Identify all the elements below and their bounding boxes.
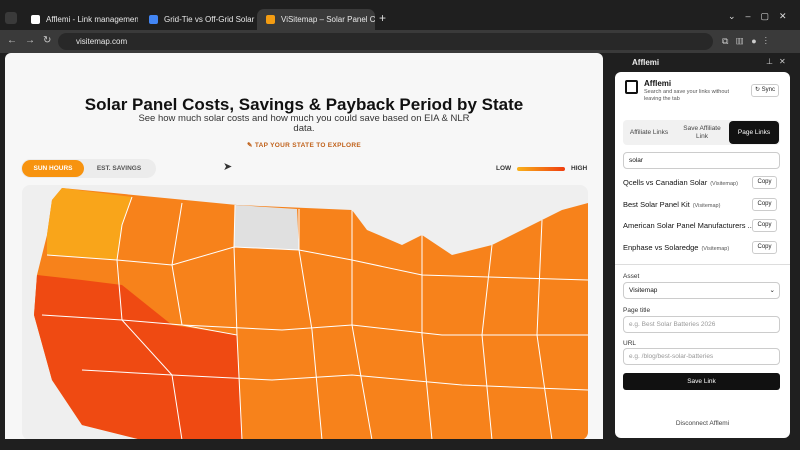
cursor: ➤: [223, 161, 233, 173]
toolbar-icons[interactable]: ⧉▥●⋮: [722, 36, 775, 46]
nav-buttons[interactable]: ←→↻: [7, 35, 60, 46]
new-tab[interactable]: +: [379, 11, 387, 25]
save-button[interactable]: Save Link: [623, 373, 780, 390]
north-dakota[interactable]: [234, 205, 299, 250]
web-page: Solar Panel Costs, Savings & Payback Per…: [5, 53, 603, 439]
link-title: Enphase vs Solaredge: [623, 242, 699, 252]
link-row: Qcells vs Canadian Solar (Visitemap) Copy: [623, 173, 783, 192]
tab-search[interactable]: [5, 12, 17, 24]
page-title: Solar Panel Costs, Savings & Payback Per…: [84, 95, 524, 114]
tab[interactable]: Grid-Tie vs Off-Grid Solar Sy: [140, 9, 256, 30]
copy-button[interactable]: Copy: [752, 197, 777, 211]
side-panel-controls[interactable]: ⊥✕: [766, 57, 792, 66]
toggle: SUN HOURS EST. SAVINGS: [21, 159, 156, 178]
link-row: Enphase vs Solaredge (Visitemap) Copy: [623, 238, 783, 257]
side-panel: Afflemi ⊥✕ Afflemi Search and save your …: [606, 53, 800, 450]
extension-card: Afflemi Search and save your links witho…: [615, 72, 790, 438]
side-panel-header: Afflemi: [632, 58, 660, 67]
window-controls[interactable]: ⌄–▢✕: [728, 11, 797, 21]
tab-active[interactable]: ViSitemap – Solar Panel Co: [257, 9, 375, 30]
asset-label: Asset: [623, 273, 640, 280]
divider: [615, 264, 790, 265]
sync-button[interactable]: ↻ Sync: [751, 84, 779, 97]
tab[interactable]: Afflemi - Link management t: [22, 9, 138, 30]
sync-label: Sync: [761, 87, 776, 93]
legend-low: LOW: [496, 165, 512, 172]
toggle-savings[interactable]: EST. SAVINGS: [96, 165, 142, 172]
link-source: (Visitemap): [692, 202, 721, 209]
url-label: URL: [623, 340, 637, 347]
tab-title: Afflemi - Link management t: [46, 15, 138, 24]
northwest-states[interactable]: [47, 188, 132, 260]
app-description: Search and save your links without leavi…: [644, 89, 729, 102]
cta-text: TAP YOUR STATE TO EXPLORE: [254, 142, 361, 149]
asset-value: Visitemap: [629, 287, 658, 294]
tab-title: Grid-Tie vs Off-Grid Solar Sy: [164, 15, 256, 24]
cta: ✎ TAP YOUR STATE TO EXPLORE: [247, 142, 361, 149]
page-title-input[interactable]: e.g. Best Solar Batteries 2026: [623, 316, 780, 333]
legend-gradient: [517, 167, 565, 171]
app-name: Afflemi: [644, 79, 672, 88]
link-title: American Solar Panel Manufacturers ...: [623, 221, 754, 230]
url: visitemap.com: [76, 37, 128, 46]
copy-button[interactable]: Copy: [752, 176, 777, 189]
search-input[interactable]: solar: [623, 152, 780, 169]
link-source: (Visitemap): [710, 181, 738, 187]
page-subtitle: See how much solar costs and how much yo…: [138, 113, 470, 134]
page-title-label: Page title: [623, 307, 651, 314]
toggle-sun-hours[interactable]: SUN HOURS: [22, 160, 84, 177]
state-borders: [41, 196, 588, 439]
tab-save-affiliate-link[interactable]: Save Affiliate Link: [683, 125, 721, 140]
copy-button[interactable]: Copy: [752, 219, 777, 232]
segmented-tabs: Affiliate Links Save Affiliate Link Page…: [623, 120, 780, 145]
address-bar[interactable]: visitemap.com: [58, 33, 713, 50]
tab-affiliate-links[interactable]: Affiliate Links: [629, 129, 669, 136]
tab-page-links[interactable]: Page Links: [729, 121, 779, 144]
link-row: Best Solar Panel Kit (Visitemap) Copy: [623, 195, 783, 214]
disconnect-link[interactable]: Disconnect Afflemi: [675, 420, 730, 427]
logo: [625, 80, 638, 94]
legend-high: HIGH: [571, 165, 588, 172]
link-source: (Visitemap): [701, 245, 730, 252]
copy-button[interactable]: Copy: [752, 240, 777, 254]
toolbar: ←→↻ visitemap.com ⧉▥●⋮: [0, 30, 800, 53]
link-title: Qcells vs Canadian Solar: [623, 178, 708, 187]
tab-title: ViSitemap – Solar Panel Co: [281, 15, 375, 24]
asset-select[interactable]: Visitemap ⌄: [623, 282, 780, 299]
link-row: American Solar Panel Manufacturers ... Co…: [623, 216, 783, 235]
southwest-states[interactable]: [34, 275, 242, 439]
map: [22, 185, 588, 439]
url-input[interactable]: e.g. /blog/best-solar-batteries: [623, 348, 780, 365]
tab-strip: Afflemi - Link management t Grid-Tie vs …: [0, 0, 800, 30]
link-title: Best Solar Panel Kit: [623, 199, 690, 209]
